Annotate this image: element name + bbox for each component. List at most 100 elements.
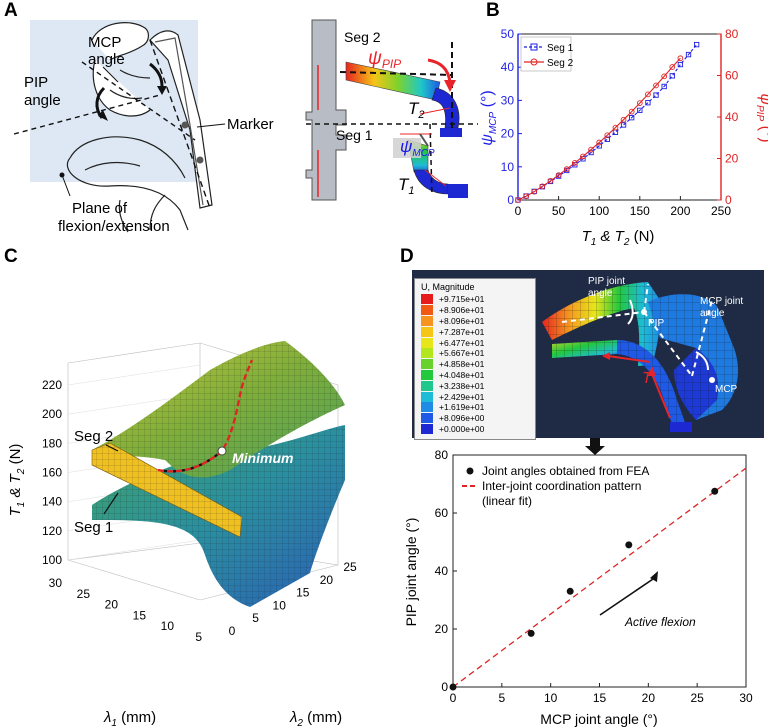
legend-value: +2.429e+01 — [439, 391, 485, 402]
y-left-tick-label: 40 — [501, 60, 515, 74]
fea-data-point — [711, 487, 719, 495]
linear-fit-line — [452, 467, 747, 688]
data-point-seg1 — [588, 149, 594, 156]
tendon-label: T — [642, 370, 652, 387]
data-point-seg2 — [523, 193, 529, 200]
fea-data-point — [625, 541, 633, 549]
legend-title: U, Magnitude — [421, 282, 475, 292]
legend-row: +8.096e+01 — [421, 315, 485, 327]
y-tick-label: 0 — [229, 624, 236, 638]
x-tick-label: 10 — [161, 619, 175, 633]
data-point-seg2 — [677, 55, 684, 62]
legend-row: +1.619e+01 — [421, 402, 484, 413]
x-tick-label: 100 — [589, 204, 609, 218]
legend-row: +8.906e+01 — [421, 305, 484, 316]
panel-letter-c: C — [4, 246, 18, 267]
marker-label: Marker — [227, 116, 274, 133]
data-point-seg2 — [555, 172, 562, 178]
seg1-surface-label: Seg 1 — [74, 519, 113, 536]
data-point-seg1 — [661, 83, 667, 90]
legend-fit-line: Inter-joint coordination pattern — [482, 479, 641, 493]
legend-value: +4.858e+01 — [439, 359, 485, 370]
x-tick-label: 15 — [133, 608, 147, 622]
data-point-seg1 — [645, 100, 651, 106]
magnitude-legend: U, Magnitude +9.715e+01 +8.906e+01 +8.096e… — [414, 278, 536, 440]
data-point-seg2 — [596, 139, 603, 146]
legend-row: +9.715e+01 — [421, 294, 484, 305]
legend-value: +7.287e+01 — [439, 326, 485, 337]
legend-row: +8.096e+00 — [421, 413, 484, 424]
legend-swatch — [421, 391, 433, 402]
minimum-label: Minimum — [232, 450, 293, 466]
mcp-arrow-head — [157, 86, 167, 95]
legend-value: +4.048e+01 — [439, 369, 485, 380]
y-tick-label: 5 — [252, 611, 259, 625]
data-point-seg2 — [645, 91, 651, 98]
y-tick-label: 25 — [343, 560, 357, 574]
y-axis-title: PIP joint angle (°) — [403, 518, 419, 627]
z-tick-label: 120 — [42, 524, 62, 538]
series-line-seg-1 — [517, 44, 698, 201]
legend-row: +2.429e+01 — [421, 391, 484, 402]
panel-letter-d: D — [400, 246, 414, 267]
down-arrow-icon — [585, 438, 605, 455]
legend-value: +5.667e+01 — [439, 348, 485, 359]
legend-value: +0.000e+00 — [439, 423, 485, 434]
data-point-seg2 — [571, 160, 578, 166]
marker-leader — [196, 123, 226, 128]
legend-swatch — [421, 359, 433, 370]
seg2-leader — [105, 444, 119, 452]
panel-a-figure: MCP angle PIP angle Marker Plane of flex… — [13, 19, 478, 235]
psi-pip-label: ψPIP — [368, 48, 401, 71]
data-point-seg1 — [620, 122, 627, 128]
data-point-seg2 — [604, 132, 611, 139]
x-tick-label: 30 — [49, 576, 63, 590]
y-right-tick-label: 0 — [725, 193, 732, 207]
legend-swatch — [421, 294, 433, 305]
legend-row: +3.238e+01 — [421, 380, 484, 391]
plane-leader — [61, 174, 71, 197]
legend-swatch — [421, 380, 433, 391]
x-tick-label: 0 — [450, 691, 457, 705]
mcp-angle-label-2: angle — [88, 51, 125, 68]
chart-legend: Seg 1 Seg 2 — [520, 36, 574, 72]
z-axis-title: T1 & T2 (N) — [7, 444, 27, 517]
legend-value: +8.096e+01 — [439, 315, 485, 326]
legend-row: +7.287e+01 — [421, 326, 484, 337]
x-tick-label: 20 — [105, 598, 119, 612]
pip-arrow-head — [98, 110, 108, 121]
active-flexion-label: Active flexion — [624, 615, 696, 629]
data-point-seg2 — [515, 197, 521, 203]
data-point-seg2 — [588, 146, 594, 153]
data-point-seg2 — [531, 188, 538, 195]
y-axis-left-title: ψMCP (°) — [480, 90, 499, 145]
x-tick-label: 150 — [630, 204, 650, 218]
y-tick-label: 20 — [435, 622, 449, 636]
legend-swatch — [421, 413, 433, 424]
x-tick-label: 10 — [544, 691, 558, 705]
data-point-seg1 — [653, 92, 659, 98]
data-point-seg2 — [653, 82, 659, 89]
angle-lines — [13, 39, 211, 209]
plane-label-1: Plane of — [72, 200, 128, 217]
legend-swatch — [421, 423, 433, 434]
data-point-seg1 — [685, 51, 692, 58]
legend-fea-points: Joint angles obtained from FEA — [482, 464, 649, 478]
legend-swatch — [421, 315, 433, 326]
seg1-label: Seg 1 — [336, 127, 373, 143]
pip-joint-angle-label: PIP joint angle — [588, 276, 626, 299]
y-right-tick-label: 40 — [725, 110, 739, 124]
y-tick-label: 15 — [296, 586, 310, 600]
y-tick-label: 60 — [435, 506, 449, 520]
panel-d-chart: 0 5 10 15 20 25 30 0 20 40 60 80 Joint angles obtai… — [403, 450, 753, 727]
x-tick-label: 0 — [515, 204, 522, 218]
pip-label: PIP — [648, 318, 665, 329]
t2-label: T2 — [408, 99, 425, 121]
legend-value: +8.906e+01 — [439, 305, 485, 316]
legend-value: +6.477e+01 — [439, 337, 485, 348]
x-axis-title: T1 & T2 (N) — [582, 228, 655, 248]
y-left-tick-label: 20 — [501, 127, 515, 141]
x-tick-label: 30 — [739, 691, 753, 705]
x-tick-label: 25 — [690, 691, 704, 705]
x-tick-label: 5 — [498, 691, 505, 705]
